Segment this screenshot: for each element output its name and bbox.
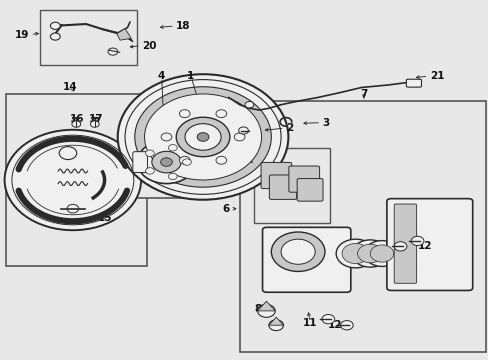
Text: 12: 12 (417, 241, 431, 251)
Circle shape (393, 242, 406, 251)
Bar (5, 94, 147, 266)
Circle shape (176, 117, 229, 157)
Circle shape (4, 130, 141, 230)
Circle shape (281, 239, 315, 264)
Text: 18: 18 (176, 21, 190, 31)
Bar (254, 148, 329, 223)
Circle shape (135, 87, 271, 187)
FancyBboxPatch shape (393, 204, 416, 283)
FancyBboxPatch shape (262, 227, 350, 292)
Polygon shape (257, 301, 275, 311)
Circle shape (182, 159, 191, 165)
Circle shape (335, 239, 374, 268)
Circle shape (160, 158, 172, 166)
Circle shape (197, 133, 208, 141)
Bar (40, 10, 137, 65)
Circle shape (357, 244, 382, 263)
Text: 10: 10 (392, 250, 407, 260)
FancyBboxPatch shape (297, 179, 323, 201)
Circle shape (152, 151, 181, 173)
Text: 20: 20 (142, 41, 156, 50)
Circle shape (351, 240, 388, 267)
Circle shape (322, 315, 334, 324)
Text: 15: 15 (98, 213, 113, 222)
Circle shape (257, 305, 275, 318)
Circle shape (341, 243, 368, 264)
Bar (239, 101, 485, 352)
Circle shape (216, 110, 226, 118)
Text: 16: 16 (70, 114, 84, 124)
Circle shape (340, 320, 352, 330)
Text: 12: 12 (327, 320, 341, 330)
Circle shape (72, 121, 81, 127)
Circle shape (216, 156, 226, 164)
Text: 19: 19 (15, 30, 29, 40)
Text: 3: 3 (322, 118, 329, 128)
Circle shape (144, 94, 261, 180)
Circle shape (271, 232, 325, 271)
Circle shape (90, 121, 99, 127)
FancyBboxPatch shape (269, 175, 296, 199)
Polygon shape (268, 317, 283, 325)
FancyBboxPatch shape (386, 199, 472, 291)
Circle shape (118, 74, 288, 200)
Circle shape (184, 124, 221, 150)
FancyBboxPatch shape (261, 162, 291, 189)
Circle shape (410, 236, 423, 246)
Text: 21: 21 (429, 71, 444, 81)
Text: 17: 17 (88, 114, 103, 124)
Circle shape (145, 150, 154, 157)
Text: 8: 8 (254, 304, 261, 314)
Text: 2: 2 (285, 123, 293, 133)
Circle shape (244, 102, 253, 108)
Circle shape (50, 33, 60, 40)
Circle shape (179, 156, 190, 164)
Bar (132, 125, 198, 198)
Polygon shape (117, 29, 131, 40)
Circle shape (179, 110, 190, 118)
Circle shape (145, 168, 154, 174)
Circle shape (59, 147, 77, 159)
Circle shape (50, 22, 60, 30)
FancyBboxPatch shape (406, 79, 421, 87)
Text: 13: 13 (231, 150, 246, 160)
Circle shape (108, 48, 118, 55)
Circle shape (168, 144, 177, 151)
Text: 14: 14 (63, 82, 78, 92)
Circle shape (137, 140, 195, 184)
Circle shape (268, 320, 283, 330)
Text: 1: 1 (187, 71, 194, 81)
FancyBboxPatch shape (288, 166, 319, 192)
Circle shape (369, 245, 393, 262)
Circle shape (234, 133, 244, 141)
Text: 7: 7 (360, 89, 367, 99)
Text: 4: 4 (158, 71, 165, 81)
Circle shape (168, 173, 177, 180)
Text: 5: 5 (132, 153, 140, 163)
Circle shape (364, 240, 399, 266)
Text: 11: 11 (303, 319, 317, 328)
FancyBboxPatch shape (133, 152, 147, 172)
Text: 6: 6 (222, 204, 229, 214)
Circle shape (161, 133, 171, 141)
Circle shape (67, 204, 79, 213)
Text: 9: 9 (269, 322, 276, 332)
Circle shape (238, 127, 248, 134)
